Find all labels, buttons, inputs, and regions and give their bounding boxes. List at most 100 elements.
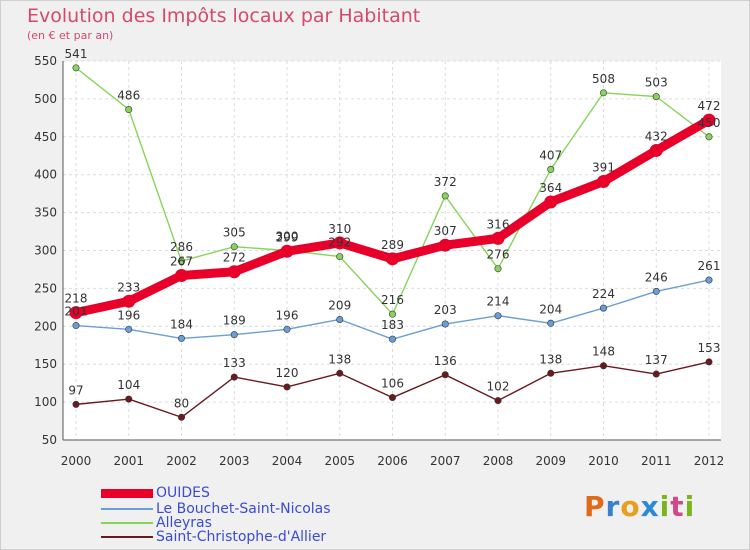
data-label-0-2011: 432 — [645, 129, 668, 143]
x-tick-label-2003: 2003 — [219, 454, 250, 468]
data-label-0-2002: 267 — [170, 255, 193, 269]
legend-swatch-ouides — [101, 488, 153, 498]
x-tick-label-2006: 2006 — [377, 454, 408, 468]
x-tick-label-2009: 2009 — [535, 454, 566, 468]
data-label-3-2004: 120 — [276, 366, 299, 380]
y-tick-label-350: 350 — [34, 206, 57, 220]
data-label-3-2002: 80 — [174, 396, 189, 410]
x-tick-label-2004: 2004 — [272, 454, 303, 468]
data-label-0-2006: 289 — [381, 238, 404, 252]
data-point-1-2005 — [336, 315, 344, 323]
data-label-1-2004: 196 — [276, 308, 299, 322]
data-point-2-2003 — [230, 243, 238, 251]
data-point-0-2006 — [386, 252, 399, 266]
data-point-1-2003 — [230, 331, 238, 339]
legend-swatch-le-bouchet — [101, 508, 153, 510]
data-point-0-2009 — [544, 195, 558, 209]
data-label-3-2007: 136 — [434, 354, 457, 368]
data-point-3-2000 — [72, 400, 80, 408]
data-label-1-2002: 184 — [170, 317, 193, 331]
data-label-1-2001: 196 — [117, 308, 140, 322]
data-point-1-2004 — [283, 325, 291, 333]
y-tick-label-200: 200 — [34, 319, 57, 333]
x-tick-label-2007: 2007 — [430, 454, 461, 468]
data-label-1-2012: 261 — [698, 259, 721, 273]
data-point-1-2002 — [178, 334, 186, 342]
data-label-1-2008: 214 — [487, 295, 510, 309]
data-point-1-2006 — [388, 335, 396, 343]
data-point-0-2005 — [333, 236, 347, 250]
legend-item-le-bouchet: Le Bouchet-Saint-Nicolas — [101, 501, 331, 517]
data-point-0-2001 — [122, 294, 136, 308]
data-point-2-2011 — [652, 93, 660, 101]
data-point-2-2006 — [388, 310, 396, 318]
data-label-0-2005: 310 — [328, 222, 351, 236]
data-label-2-2001: 486 — [117, 89, 140, 103]
data-point-2-2008 — [494, 265, 502, 273]
data-point-2-2002 — [178, 257, 186, 265]
data-label-2-2002: 286 — [170, 240, 193, 254]
data-label-1-2003: 189 — [223, 314, 246, 328]
data-point-1-2001 — [125, 325, 133, 333]
data-point-3-2012 — [705, 358, 713, 366]
data-point-2-2000 — [72, 64, 80, 72]
x-tick-label-2012: 2012 — [694, 454, 725, 468]
data-point-3-2004 — [283, 383, 291, 391]
data-label-1-2000: 201 — [65, 305, 88, 319]
data-point-0-2008 — [491, 231, 505, 245]
data-point-1-2010 — [599, 304, 607, 312]
data-label-3-2003: 133 — [223, 356, 246, 370]
data-point-3-2003 — [230, 373, 238, 381]
data-label-1-2007: 203 — [434, 303, 457, 317]
legend-label-ouides: OUIDES — [156, 485, 210, 501]
data-point-0-2002 — [175, 269, 188, 283]
data-point-2-2010 — [599, 89, 607, 97]
data-point-0-2012 — [702, 113, 716, 127]
data-point-3-2005 — [336, 369, 344, 377]
data-label-3-2006: 106 — [381, 377, 404, 391]
y-tick-label-300: 300 — [34, 244, 57, 258]
data-label-2-2010: 508 — [592, 72, 615, 86]
y-tick-label-50: 50 — [42, 433, 57, 447]
data-point-2-2009 — [547, 165, 555, 173]
data-point-0-2010 — [597, 175, 610, 189]
chart-title: Evolution des Impôts locaux par Habitant — [27, 5, 421, 27]
x-tick-label-2001: 2001 — [113, 454, 144, 468]
data-label-3-2008: 102 — [487, 380, 510, 394]
data-point-1-2011 — [652, 287, 660, 295]
data-point-3-2010 — [599, 362, 607, 370]
data-label-1-2010: 224 — [592, 287, 615, 301]
y-tick-label-450: 450 — [34, 130, 57, 144]
data-label-2-2008: 276 — [487, 248, 510, 262]
y-tick-label-550: 550 — [34, 54, 57, 68]
data-label-3-2012: 153 — [698, 341, 721, 355]
data-label-0-2010: 391 — [592, 161, 615, 175]
legend-item-ouides: OUIDES — [101, 485, 210, 501]
y-tick-label-150: 150 — [34, 357, 57, 371]
data-point-0-2004 — [280, 244, 294, 258]
data-label-0-2007: 307 — [434, 224, 457, 238]
data-label-3-2011: 137 — [645, 353, 668, 367]
data-label-0-2009: 364 — [539, 181, 562, 195]
data-label-0-2001: 233 — [117, 280, 140, 294]
legend-label-alleyras: Alleyras — [156, 515, 212, 531]
data-label-3-2009: 138 — [539, 352, 562, 366]
y-tick-label-250: 250 — [34, 281, 57, 295]
y-tick-label-500: 500 — [34, 92, 57, 106]
data-point-0-2000 — [69, 306, 83, 320]
data-label-2-2006: 216 — [381, 293, 404, 307]
legend-item-alleyras: Alleyras — [101, 515, 212, 531]
data-point-3-2001 — [125, 395, 133, 403]
data-label-2-2011: 503 — [645, 76, 668, 90]
data-label-0-2012: 472 — [698, 99, 721, 113]
data-point-2-2001 — [125, 106, 133, 114]
data-point-1-2012 — [705, 276, 713, 284]
data-point-3-2009 — [547, 369, 555, 377]
data-point-0-2003 — [227, 265, 241, 279]
data-label-1-2009: 204 — [539, 302, 562, 316]
data-point-3-2006 — [388, 394, 396, 402]
x-tick-label-2011: 2011 — [641, 454, 672, 468]
data-point-3-2011 — [652, 370, 660, 378]
